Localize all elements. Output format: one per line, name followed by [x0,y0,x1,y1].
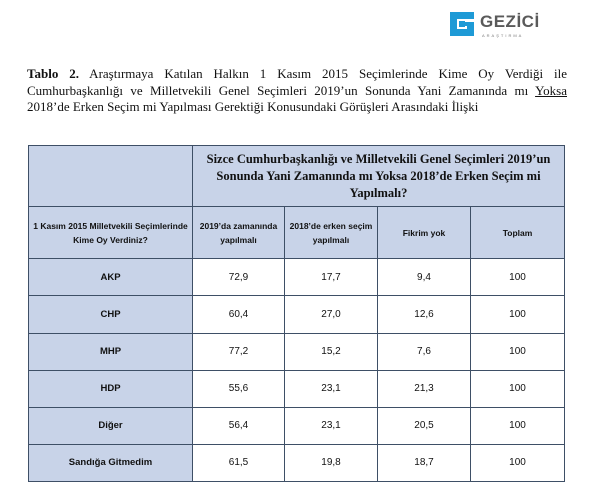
column-header: 2018’de erken seçim yapılmalı [284,206,378,260]
party-cell: CHP [28,295,193,334]
value-cell: 100 [470,258,565,297]
value-cell: 56,4 [192,406,285,445]
gezici-logo-mark-icon [450,12,474,36]
value-cell: 100 [470,295,565,334]
column-header: Fikrim yok [377,206,471,260]
table-row: HDP 55,6 23,1 21,3 100 [28,369,565,408]
value-cell: 77,2 [192,332,285,371]
value-cell: 19,8 [284,443,378,483]
table-question-row: Sizce Cumhurbaşkanlığı ve Milletvekili G… [28,144,565,208]
party-cell: Sandığa Gitmedim [28,443,193,483]
value-cell: 12,6 [377,295,471,334]
party-cell: Diğer [28,406,193,445]
table-row: Diğer 56,4 23,1 20,5 100 [28,406,565,445]
column-header: Toplam [470,206,565,260]
value-cell: 100 [470,369,565,408]
table-row: Sandığa Gitmedim 61,5 19,8 18,7 100 [28,443,565,483]
table-row: MHP 77,2 15,2 7,6 100 [28,332,565,371]
value-cell: 100 [470,443,565,483]
caption-underlined-word: Yoksa [535,82,567,98]
party-cell: AKP [28,258,193,297]
value-cell: 21,3 [377,369,471,408]
survey-table: Sizce Cumhurbaşkanlığı ve Milletvekili G… [28,144,565,483]
value-cell: 20,5 [377,406,471,445]
caption-label: Tablo 2. [27,66,79,81]
value-cell: 55,6 [192,369,285,408]
table-caption: Tablo 2. Araştırmaya Katılan Halkın 1 Ka… [27,66,567,116]
value-cell: 27,0 [284,295,378,334]
value-cell: 100 [470,332,565,371]
table-column-header-row: 1 Kasım 2015 Milletvekili Seçimlerinde K… [28,206,565,260]
value-cell: 23,1 [284,406,378,445]
value-cell: 17,7 [284,258,378,297]
value-cell: 18,7 [377,443,471,483]
caption-text-before: Araştırmaya Katılan Halkın 1 Kasım 2015 … [27,66,567,98]
table-row: AKP 72,9 17,7 9,4 100 [28,258,565,297]
table-corner-cell [28,144,193,208]
value-cell: 7,6 [377,332,471,371]
logo-wordmark: GEZİCİ [480,12,540,31]
value-cell: 9,4 [377,258,471,297]
value-cell: 15,2 [284,332,378,371]
value-cell: 72,9 [192,258,285,297]
party-cell: MHP [28,332,193,371]
caption-text-after: 2018’de Erken Seçim mi Yapılması Gerekti… [27,99,479,114]
value-cell: 61,5 [192,443,285,483]
value-cell: 100 [470,406,565,445]
table-question-header: Sizce Cumhurbaşkanlığı ve Milletvekili G… [192,144,565,208]
value-cell: 23,1 [284,369,378,408]
gezici-logo: GEZİCİ ARAŞTIRMA [448,8,568,44]
table-row: CHP 60,4 27,0 12,6 100 [28,295,565,334]
value-cell: 60,4 [192,295,285,334]
column-header: 2019’da zamanında yapılmalı [192,206,285,260]
logo-subtitle: ARAŞTIRMA [482,33,524,38]
party-cell: HDP [28,369,193,408]
table-row-header: 1 Kasım 2015 Milletvekili Seçimlerinde K… [28,206,193,260]
